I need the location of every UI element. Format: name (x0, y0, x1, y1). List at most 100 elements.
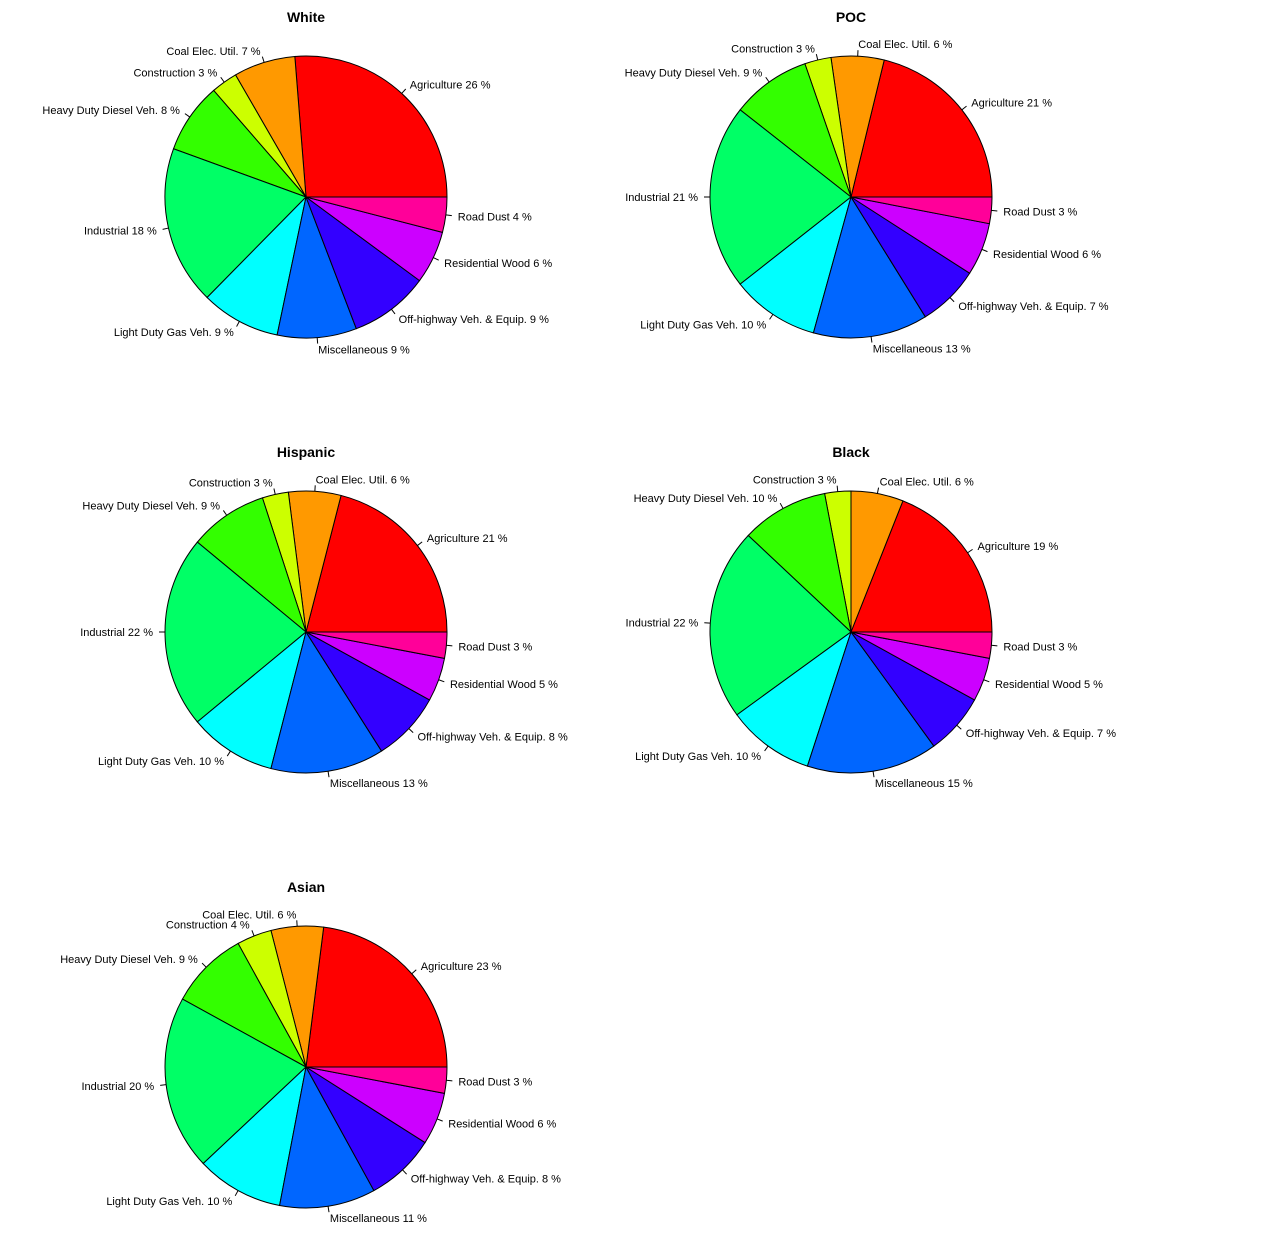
label-tick-white-light-duty-gas-veh (236, 321, 240, 327)
pie-slice-asian-heavy-duty-diesel-veh (181, 942, 308, 1069)
pie-slice-asian-industrial (164, 998, 307, 1165)
pie-slice-poc-agriculture (850, 59, 993, 198)
label-tick-asian-off-highway-veh-equip (402, 1169, 407, 1175)
label-tick-black-off-highway-veh-equip (956, 724, 962, 730)
pie-slice-white-miscellaneous (276, 195, 357, 339)
slice-label-hispanic-agriculture: Agriculture 21 % (427, 533, 508, 545)
chart-title-white: White (287, 9, 325, 25)
slice-label-black-construction: Construction 3 % (753, 475, 837, 487)
chart-title-poc: POC (836, 9, 866, 25)
pie-chart-panel-hispanic: Hispanic Agriculture 21 % Coal Elec. Util… (80, 444, 568, 790)
slice-label-poc-residential-wood: Residential Wood 6 % (993, 249, 1101, 261)
slice-label-poc-light-duty-gas-veh: Light Duty Gas Veh. 10 % (640, 319, 766, 331)
label-tick-poc-light-duty-gas-veh (769, 314, 774, 320)
slice-label-hispanic-off-highway-veh-equip: Off-highway Veh. & Equip. 8 % (418, 732, 568, 744)
label-tick-hispanic-miscellaneous (327, 771, 330, 778)
pie-slice-white-road-dust (305, 196, 448, 234)
slice-label-black-road-dust: Road Dust 3 % (1003, 641, 1077, 653)
label-tick-hispanic-residential-wood (438, 679, 445, 683)
pie-chart-panel-poc: POC Agriculture 21 % Coal Elec. Util. 6 %… (625, 9, 1109, 355)
label-tick-white-off-highway-veh-equip (390, 308, 396, 315)
slice-label-poc-road-dust: Road Dust 3 % (1003, 207, 1077, 219)
label-tick-poc-off-highway-veh-equip (949, 297, 955, 303)
label-tick-black-coal-elec-util (876, 487, 880, 494)
label-tick-black-miscellaneous (872, 771, 875, 778)
pie-chart-panel-black: Black Agriculture 19 % Coal Elec. Util. 6… (626, 444, 1117, 790)
slice-label-asian-coal-elec-util: Coal Elec. Util. 6 % (202, 909, 296, 921)
slice-label-white-off-highway-veh-equip: Off-highway Veh. & Equip. 9 % (399, 314, 549, 326)
pie-slice-black-industrial (709, 534, 852, 716)
slice-label-white-light-duty-gas-veh: Light Duty Gas Veh. 9 % (114, 327, 234, 339)
slice-label-hispanic-coal-elec-util: Coal Elec. Util. 6 % (316, 474, 410, 486)
slice-label-hispanic-road-dust: Road Dust 3 % (458, 641, 532, 653)
slice-label-black-residential-wood: Residential Wood 5 % (995, 679, 1103, 691)
pie-slice-hispanic-light-duty-gas-veh (196, 630, 307, 770)
slice-label-poc-heavy-duty-diesel-veh: Heavy Duty Diesel Veh. 9 % (625, 67, 763, 79)
label-tick-black-light-duty-gas-veh (764, 745, 769, 752)
label-tick-poc-heavy-duty-diesel-veh (765, 76, 770, 83)
slice-label-hispanic-industrial: Industrial 22 % (80, 627, 153, 639)
slice-label-poc-off-highway-veh-equip: Off-highway Veh. & Equip. 7 % (958, 301, 1108, 313)
slice-label-white-residential-wood: Residential Wood 6 % (444, 258, 552, 270)
label-tick-asian-road-dust (446, 1079, 453, 1082)
slice-label-asian-light-duty-gas-veh: Light Duty Gas Veh. 10 % (106, 1196, 232, 1208)
label-tick-poc-miscellaneous (870, 336, 873, 343)
chart-title-hispanic: Hispanic (277, 444, 336, 460)
slice-label-hispanic-miscellaneous: Miscellaneous 13 % (330, 778, 428, 790)
slice-label-hispanic-residential-wood: Residential Wood 5 % (450, 679, 558, 691)
label-tick-black-agriculture (967, 548, 973, 554)
slice-label-white-industrial: Industrial 18 % (84, 226, 157, 238)
label-tick-asian-heavy-duty-diesel-veh (201, 962, 207, 968)
pie-slice-white-off-highway-veh-equip (304, 195, 421, 330)
label-tick-asian-light-duty-gas-veh (234, 1190, 239, 1197)
label-tick-white-agriculture (401, 88, 407, 94)
label-tick-black-road-dust (991, 644, 998, 647)
slice-label-black-light-duty-gas-veh: Light Duty Gas Veh. 10 % (635, 751, 761, 763)
slice-label-asian-heavy-duty-diesel-veh: Heavy Duty Diesel Veh. 9 % (60, 954, 198, 966)
slice-label-asian-construction: Construction 4 % (166, 920, 250, 932)
slice-label-asian-off-highway-veh-equip: Off-highway Veh. & Equip. 8 % (411, 1174, 561, 1186)
slice-label-black-industrial: Industrial 22 % (626, 617, 699, 629)
label-tick-hispanic-agriculture (417, 541, 423, 546)
slice-label-hispanic-light-duty-gas-veh: Light Duty Gas Veh. 10 % (98, 756, 224, 768)
slice-label-black-miscellaneous: Miscellaneous 15 % (875, 778, 973, 790)
label-tick-white-residential-wood (433, 257, 439, 261)
label-tick-poc-agriculture (961, 105, 967, 111)
slice-label-poc-agriculture: Agriculture 21 % (971, 97, 1052, 109)
pie-slice-poc-heavy-duty-diesel-veh (739, 63, 853, 199)
slice-label-asian-industrial: Industrial 20 % (81, 1081, 154, 1093)
pie-slice-black-heavy-duty-diesel-veh (747, 492, 852, 634)
label-tick-asian-industrial (160, 1084, 167, 1086)
slice-label-white-heavy-duty-diesel-veh: Heavy Duty Diesel Veh. 8 % (42, 105, 180, 117)
pie-slice-hispanic-heavy-duty-diesel-veh (196, 497, 308, 634)
label-tick-hispanic-road-dust (446, 644, 453, 647)
pie-chart-panel-asian: Asian Agriculture 23 % Coal Elec. Util. 6… (60, 879, 561, 1225)
slice-label-white-miscellaneous: Miscellaneous 9 % (318, 345, 410, 357)
pie-slice-black-light-duty-gas-veh (736, 630, 852, 767)
label-tick-poc-residential-wood (981, 248, 988, 253)
label-tick-white-heavy-duty-diesel-veh (184, 113, 191, 118)
slice-label-hispanic-construction: Construction 3 % (189, 478, 273, 490)
label-tick-hispanic-construction (273, 488, 276, 495)
label-tick-black-construction (836, 485, 839, 492)
pie-chart-panel-white: White Agriculture 26 % Coal Elec. Util. 7… (42, 9, 552, 357)
slice-label-poc-construction: Construction 3 % (731, 43, 815, 55)
label-tick-hispanic-heavy-duty-diesel-veh (222, 510, 228, 516)
chart-title-asian: Asian (287, 879, 325, 895)
label-tick-asian-agriculture (411, 969, 417, 975)
slice-label-asian-miscellaneous: Miscellaneous 11 % (330, 1213, 427, 1225)
label-tick-white-industrial (162, 227, 169, 230)
slice-label-poc-industrial: Industrial 21 % (625, 192, 698, 204)
slice-label-black-off-highway-veh-equip: Off-highway Veh. & Equip. 7 % (966, 728, 1116, 740)
slice-label-asian-agriculture: Agriculture 23 % (421, 961, 502, 973)
label-tick-black-heavy-duty-diesel-veh (779, 502, 784, 509)
pie-slice-hispanic-agriculture (305, 494, 448, 633)
label-tick-poc-construction (815, 54, 819, 61)
label-tick-hispanic-light-duty-gas-veh (226, 750, 231, 757)
chart-title-black: Black (832, 444, 870, 460)
label-tick-white-road-dust (445, 214, 452, 217)
slice-label-black-heavy-duty-diesel-veh: Heavy Duty Diesel Veh. 10 % (634, 493, 778, 505)
slice-label-white-road-dust: Road Dust 4 % (458, 211, 532, 223)
label-tick-hispanic-off-highway-veh-equip (408, 728, 414, 733)
